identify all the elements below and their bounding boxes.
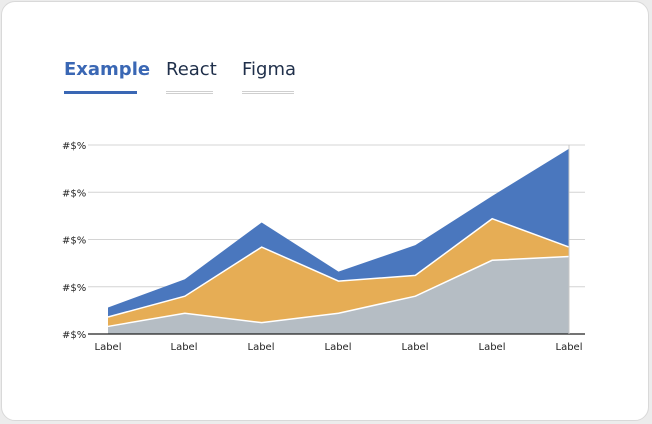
x-tick-label: Label bbox=[95, 342, 122, 353]
y-axis-tick-labels: #$% #$% #$% #$% #$% bbox=[62, 141, 86, 341]
tab-figma-label: Figma bbox=[242, 59, 297, 80]
x-tick-label: Label bbox=[479, 342, 506, 353]
y-tick-label: #$% bbox=[62, 188, 86, 199]
area-series-1 bbox=[108, 256, 569, 334]
tab-example-label: Example bbox=[64, 59, 151, 80]
y-tick-label: #$% bbox=[62, 236, 86, 247]
chart-axis bbox=[88, 145, 585, 335]
tab-react[interactable]: React bbox=[166, 58, 217, 94]
x-tick-label: Label bbox=[171, 342, 198, 353]
x-tick-label: Label bbox=[325, 342, 352, 353]
y-tick-label: #$% bbox=[62, 283, 86, 294]
tab-figma[interactable]: Figma bbox=[242, 58, 297, 94]
tab-example-underline bbox=[64, 91, 137, 94]
area-series-2 bbox=[108, 218, 569, 327]
chart-areas bbox=[107, 148, 570, 334]
tab-figma-underline bbox=[242, 91, 294, 94]
area-series-3 bbox=[108, 148, 569, 317]
tab-react-label: React bbox=[166, 59, 217, 80]
series-boundary-line bbox=[107, 217, 570, 318]
series-boundary-line bbox=[107, 255, 570, 328]
tab-example[interactable]: Example bbox=[64, 58, 150, 94]
tab-react-underline bbox=[166, 91, 213, 94]
x-tick-label: Label bbox=[556, 342, 583, 353]
x-tick-label: Label bbox=[402, 342, 429, 353]
y-tick-label: #$% bbox=[62, 141, 86, 152]
y-tick-label: #$% bbox=[62, 330, 86, 341]
x-axis-tick-labels: Label Label Label Label Label Label Label bbox=[95, 342, 583, 353]
x-tick-label: Label bbox=[248, 342, 275, 353]
